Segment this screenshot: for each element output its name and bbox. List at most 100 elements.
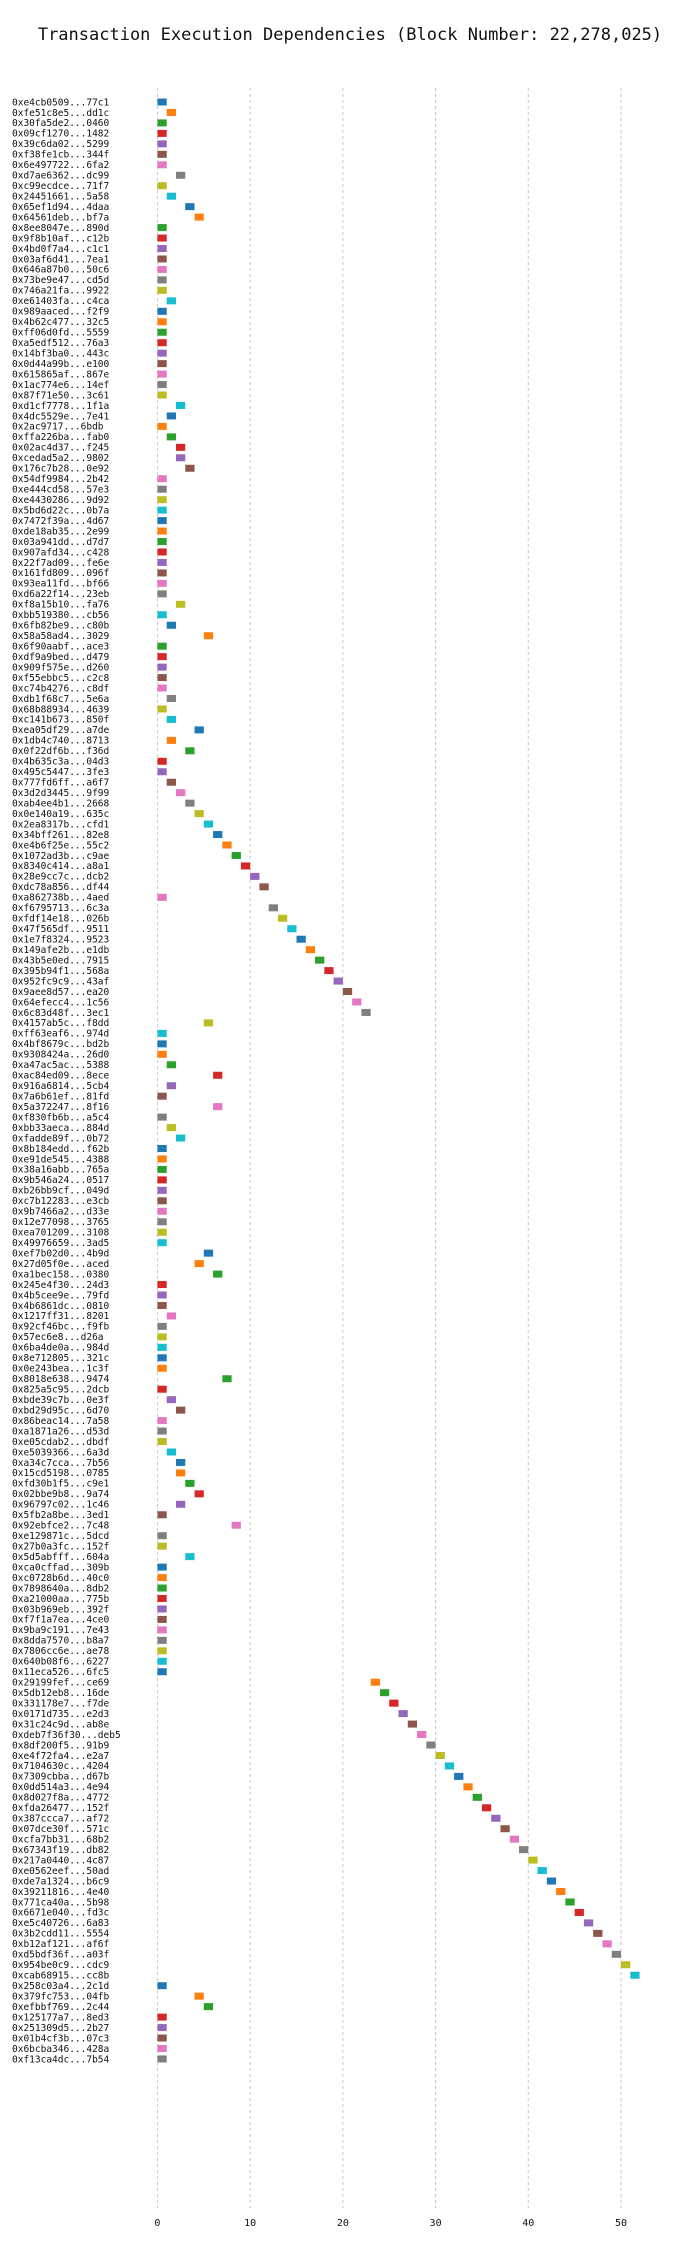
x-tick-label: 50	[615, 2218, 627, 2229]
transaction-label: 0xe05cdab2...dbdf	[12, 1437, 109, 1448]
transaction-label: 0x7a6b61ef...81fd	[12, 1091, 109, 1102]
transaction-label: 0xe4b6f25e...55c2	[12, 840, 109, 851]
transaction-label: 0x4dc5529e...7e41	[12, 411, 110, 422]
transaction-label: 0x746a21fa...9922	[12, 286, 109, 297]
transaction-label: 0x5db12eb8...16de	[12, 1688, 110, 1699]
transaction-bar	[268, 904, 278, 912]
transaction-label: 0x8b184edd...f62b	[12, 1144, 110, 1155]
transaction-bar	[157, 475, 167, 483]
transaction-bar	[231, 851, 241, 859]
transaction-bar	[157, 1301, 167, 1309]
transaction-bar	[213, 1103, 223, 1111]
transaction-bar	[166, 1312, 176, 1320]
transaction-bar	[361, 1008, 371, 1016]
transaction-bar	[157, 517, 167, 525]
transaction-label: 0x2ac9717...6bdb	[12, 422, 104, 433]
transaction-bar	[166, 695, 176, 703]
transaction-label: 0x8e712805...321c	[12, 1353, 109, 1364]
transaction-label: 0x8dda7570...b8a7	[12, 1636, 109, 1647]
transaction-bar	[157, 579, 167, 587]
transaction-label: 0x495c5447...3fe3	[12, 767, 109, 778]
transaction-bar	[175, 1500, 186, 1508]
transaction-label: 0x245e4f30...24d3	[12, 1280, 109, 1291]
transaction-bar	[157, 1145, 167, 1152]
transaction-bar	[157, 150, 167, 158]
transaction-label: 0x909f575e...d260	[12, 662, 110, 673]
transaction-bar	[157, 224, 167, 232]
transaction-bar	[213, 1071, 223, 1079]
transaction-bar	[157, 1155, 167, 1163]
transaction-label: 0xdc78a856...df44	[12, 882, 110, 893]
transaction-label: 0x1217ff31...8201	[12, 1311, 110, 1322]
transaction-bar	[157, 1165, 167, 1173]
transaction-bar	[231, 1521, 241, 1529]
transaction-bar	[157, 1197, 167, 1205]
transaction-bar	[157, 1982, 167, 1990]
transaction-label: 0x149afe2b...e1db	[12, 945, 110, 956]
transaction-bar	[157, 569, 167, 577]
transaction-label: 0x12e77098...3765	[12, 1217, 109, 1228]
transaction-label: 0x03b969eb...392f	[12, 1604, 109, 1615]
transaction-bar	[194, 1992, 204, 2000]
transaction-bar	[157, 1584, 167, 1592]
transaction-bar	[203, 632, 214, 640]
transaction-label: 0xcab68915...cc8b	[12, 1971, 110, 1982]
transaction-label: 0x0171d735...e2d3	[12, 1709, 109, 1720]
transaction-label: 0xac84ed09...8ece	[12, 1071, 110, 1082]
transaction-bar	[175, 1469, 186, 1477]
transaction-bar	[157, 768, 167, 776]
transaction-label: 0xef7b02d0...4b9d	[12, 1248, 109, 1259]
transaction-bar	[203, 1019, 214, 1027]
transaction-label: 0x3b2cdd11...5554	[12, 1929, 110, 1940]
transaction-bar	[157, 1438, 167, 1446]
transaction-bar	[157, 1563, 167, 1571]
transaction-label: 0x30fa5de2...0460	[12, 118, 110, 129]
transaction-label: 0x825a5c95...2dcb	[12, 1384, 110, 1395]
transaction-label: 0xe5c40726...6a83	[12, 1918, 109, 1929]
transaction-label: 0xca0cffad...309b	[12, 1562, 110, 1573]
transaction-label: 0xc0728b6d...40c0	[12, 1573, 110, 1584]
transaction-bar	[222, 841, 232, 849]
transaction-label: 0xa1bec158...0380	[12, 1269, 110, 1280]
transaction-bar	[157, 1417, 167, 1425]
transaction-bar	[574, 1908, 584, 1916]
transaction-label: 0x86beac14...7a58	[12, 1416, 110, 1427]
transaction-bar	[157, 1291, 167, 1299]
transaction-bar	[157, 1343, 167, 1351]
transaction-label: 0xe444cd58...57e3	[12, 485, 109, 496]
transaction-bar	[157, 2044, 167, 2052]
transaction-label: 0x9aee8d57...ea20	[12, 987, 110, 998]
transaction-label: 0x03af6d41...7ea1	[12, 254, 110, 265]
transaction-label: 0x8ee8047e...890d	[12, 223, 109, 234]
transaction-label: 0xd1cf7778...1f1a	[12, 401, 109, 412]
transaction-label: 0xf6795713...6c3a	[12, 903, 109, 914]
transaction-bar	[185, 1553, 195, 1561]
transaction-bar	[166, 1082, 176, 1090]
transaction-label: 0x1e7f8324...9523	[12, 935, 109, 946]
transaction-bar	[157, 234, 167, 242]
transaction-bar	[157, 1364, 167, 1372]
transaction-label: 0x92ebfce2...7c48	[12, 1521, 110, 1532]
transaction-bar	[583, 1919, 594, 1927]
transaction-label: 0x87f71e50...3c61	[12, 390, 110, 401]
transaction-label: 0xf830fb6b...a5c4	[12, 1112, 110, 1123]
transaction-label: 0xe5039366...6a3d	[12, 1447, 109, 1458]
transaction-bar	[194, 1490, 204, 1498]
transaction-label: 0xab4ee4b1...2668	[12, 798, 110, 809]
transaction-label: 0x916a6814...5cb4	[12, 1081, 110, 1092]
transaction-label: 0xff06d0fd...5559	[12, 328, 110, 339]
x-tick-label: 0	[154, 2218, 160, 2229]
transaction-label: 0x258c03a4...2c1d	[12, 1981, 109, 1992]
transaction-label: 0x4b62c477...32c5	[12, 317, 109, 328]
transaction-bar	[602, 1940, 612, 1948]
transaction-label: 0x6e497722...6fa2	[12, 160, 109, 171]
transaction-label: 0xf8a15b10...fa76	[12, 600, 110, 611]
transaction-label: 0x387ccca7...af72	[12, 1814, 109, 1825]
transaction-label: 0xdeb7f36f30...deb5	[12, 1730, 121, 1741]
transaction-label: 0xbb33aeca...884d	[12, 1123, 109, 1134]
transaction-label: 0x379fc753...04fb	[12, 1991, 110, 2002]
transaction-label: 0x771ca40a...5b98	[12, 1897, 110, 1908]
transaction-label: 0x9ba9c191...7e43	[12, 1625, 109, 1636]
transaction-bar	[157, 663, 167, 671]
